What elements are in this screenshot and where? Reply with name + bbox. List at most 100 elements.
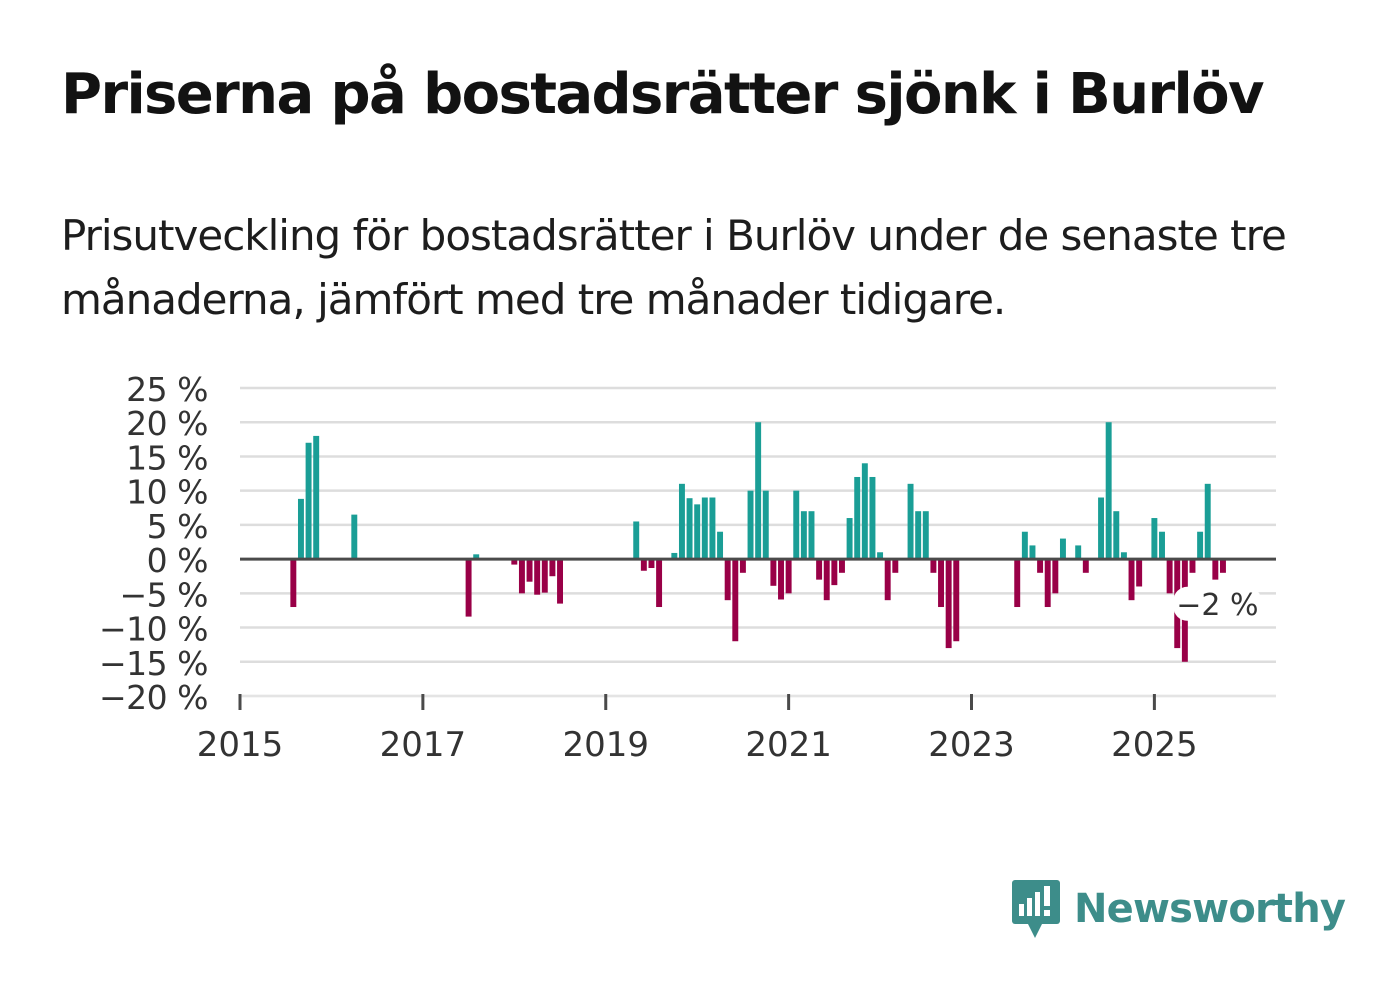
y-tick-label: 10 %: [126, 473, 208, 512]
chart-subtitle: Prisutveckling för bostadsrätter i Burlö…: [61, 211, 1287, 324]
x-tick-label: 2023: [928, 725, 1015, 765]
bar: [793, 490, 800, 560]
annotation-background: [1173, 586, 1262, 621]
bar: [755, 422, 762, 560]
bar: [839, 559, 845, 573]
bar: [724, 559, 731, 601]
bar: [313, 435, 320, 560]
bar: [686, 498, 693, 560]
x-tick-label: 2019: [562, 725, 649, 765]
bar: [671, 552, 678, 560]
bar: [869, 476, 876, 560]
bar: [717, 531, 724, 560]
bar: [1014, 559, 1021, 608]
chart-title: Priserna på bostadsrätter sjönk i Burlöv: [61, 62, 1264, 127]
y-tick-label: 15 %: [126, 438, 208, 477]
bar: [778, 559, 784, 600]
bar: [1166, 559, 1173, 594]
bar: [938, 559, 944, 608]
bar: [1212, 559, 1219, 580]
bar: [1044, 559, 1051, 608]
bar: [1037, 559, 1044, 573]
bar: [1075, 545, 1082, 560]
bar: [861, 463, 868, 560]
bar: [534, 559, 541, 595]
bar: [1136, 559, 1143, 587]
bar: [1151, 518, 1158, 560]
y-tick-label: −5 %: [120, 575, 209, 614]
bar: [945, 559, 952, 649]
bar: [831, 559, 838, 586]
bar: [1120, 552, 1127, 560]
bar: [1105, 422, 1112, 560]
bar: [770, 559, 777, 586]
bar: [739, 559, 746, 573]
bar-chart: 25 %20 %15 %10 %5 %0 %−5 %−10 %−15 %−20 …: [99, 370, 1276, 765]
brand-name: Newsworthy: [1074, 886, 1346, 932]
x-tick-label: 2015: [197, 725, 284, 765]
bar: [800, 511, 807, 560]
bar: [701, 497, 708, 560]
bar: [1021, 531, 1028, 560]
bar: [465, 559, 472, 617]
bar: [305, 442, 312, 560]
bar: [678, 483, 685, 560]
bar: [930, 559, 937, 573]
bar: [854, 476, 861, 560]
bar: [549, 559, 556, 577]
annotation-label: −2 %: [1176, 588, 1258, 623]
bar: [884, 559, 891, 601]
bar: [732, 559, 739, 642]
y-tick-label: 0 %: [147, 541, 208, 580]
y-tick-label: −10 %: [99, 610, 208, 649]
bar: [915, 511, 922, 560]
newsworthy-logo-icon: [1012, 880, 1060, 938]
bar: [1219, 559, 1226, 573]
bar: [709, 497, 716, 560]
bar: [1189, 559, 1196, 573]
bar: [1029, 545, 1036, 560]
bar: [1128, 559, 1135, 601]
bar: [290, 559, 297, 608]
y-tick-label: 5 %: [147, 507, 208, 546]
bar: [1204, 483, 1211, 560]
bar: [648, 559, 655, 569]
x-tick-label: 2025: [1111, 725, 1198, 765]
bar: [297, 498, 304, 560]
axes: [238, 557, 1276, 710]
bar: [892, 559, 899, 573]
bar: [1052, 559, 1059, 594]
y-tick-label: 25 %: [126, 370, 208, 409]
bar: [1113, 511, 1120, 560]
bar: [747, 490, 754, 560]
annotation: −2 %: [1173, 586, 1262, 623]
bar: [1159, 531, 1165, 560]
bar: [640, 559, 647, 571]
bar: [846, 518, 853, 560]
y-tick-label: −15 %: [99, 644, 208, 683]
bar: [694, 504, 701, 560]
bar: [526, 559, 533, 582]
bar: [511, 559, 518, 565]
bar: [518, 559, 525, 594]
bar: [953, 559, 960, 642]
bar: [1082, 559, 1089, 573]
bar: [351, 514, 358, 560]
bar: [816, 559, 823, 580]
x-tick-label: 2017: [380, 725, 467, 765]
bar: [762, 490, 769, 560]
bar: [823, 559, 830, 601]
bar: [1098, 497, 1105, 560]
newsworthy-logo[interactable]: Newsworthy: [1010, 878, 1346, 940]
bar: [633, 521, 640, 560]
bar: [1197, 531, 1204, 560]
bar: [473, 554, 480, 560]
bar: [557, 559, 563, 604]
bar: [541, 559, 548, 593]
y-tick-label: −20 %: [99, 678, 208, 717]
bar: [877, 552, 884, 560]
bar: [785, 559, 792, 594]
bar: [907, 483, 914, 560]
bars: [290, 422, 1226, 662]
bar: [808, 511, 815, 560]
